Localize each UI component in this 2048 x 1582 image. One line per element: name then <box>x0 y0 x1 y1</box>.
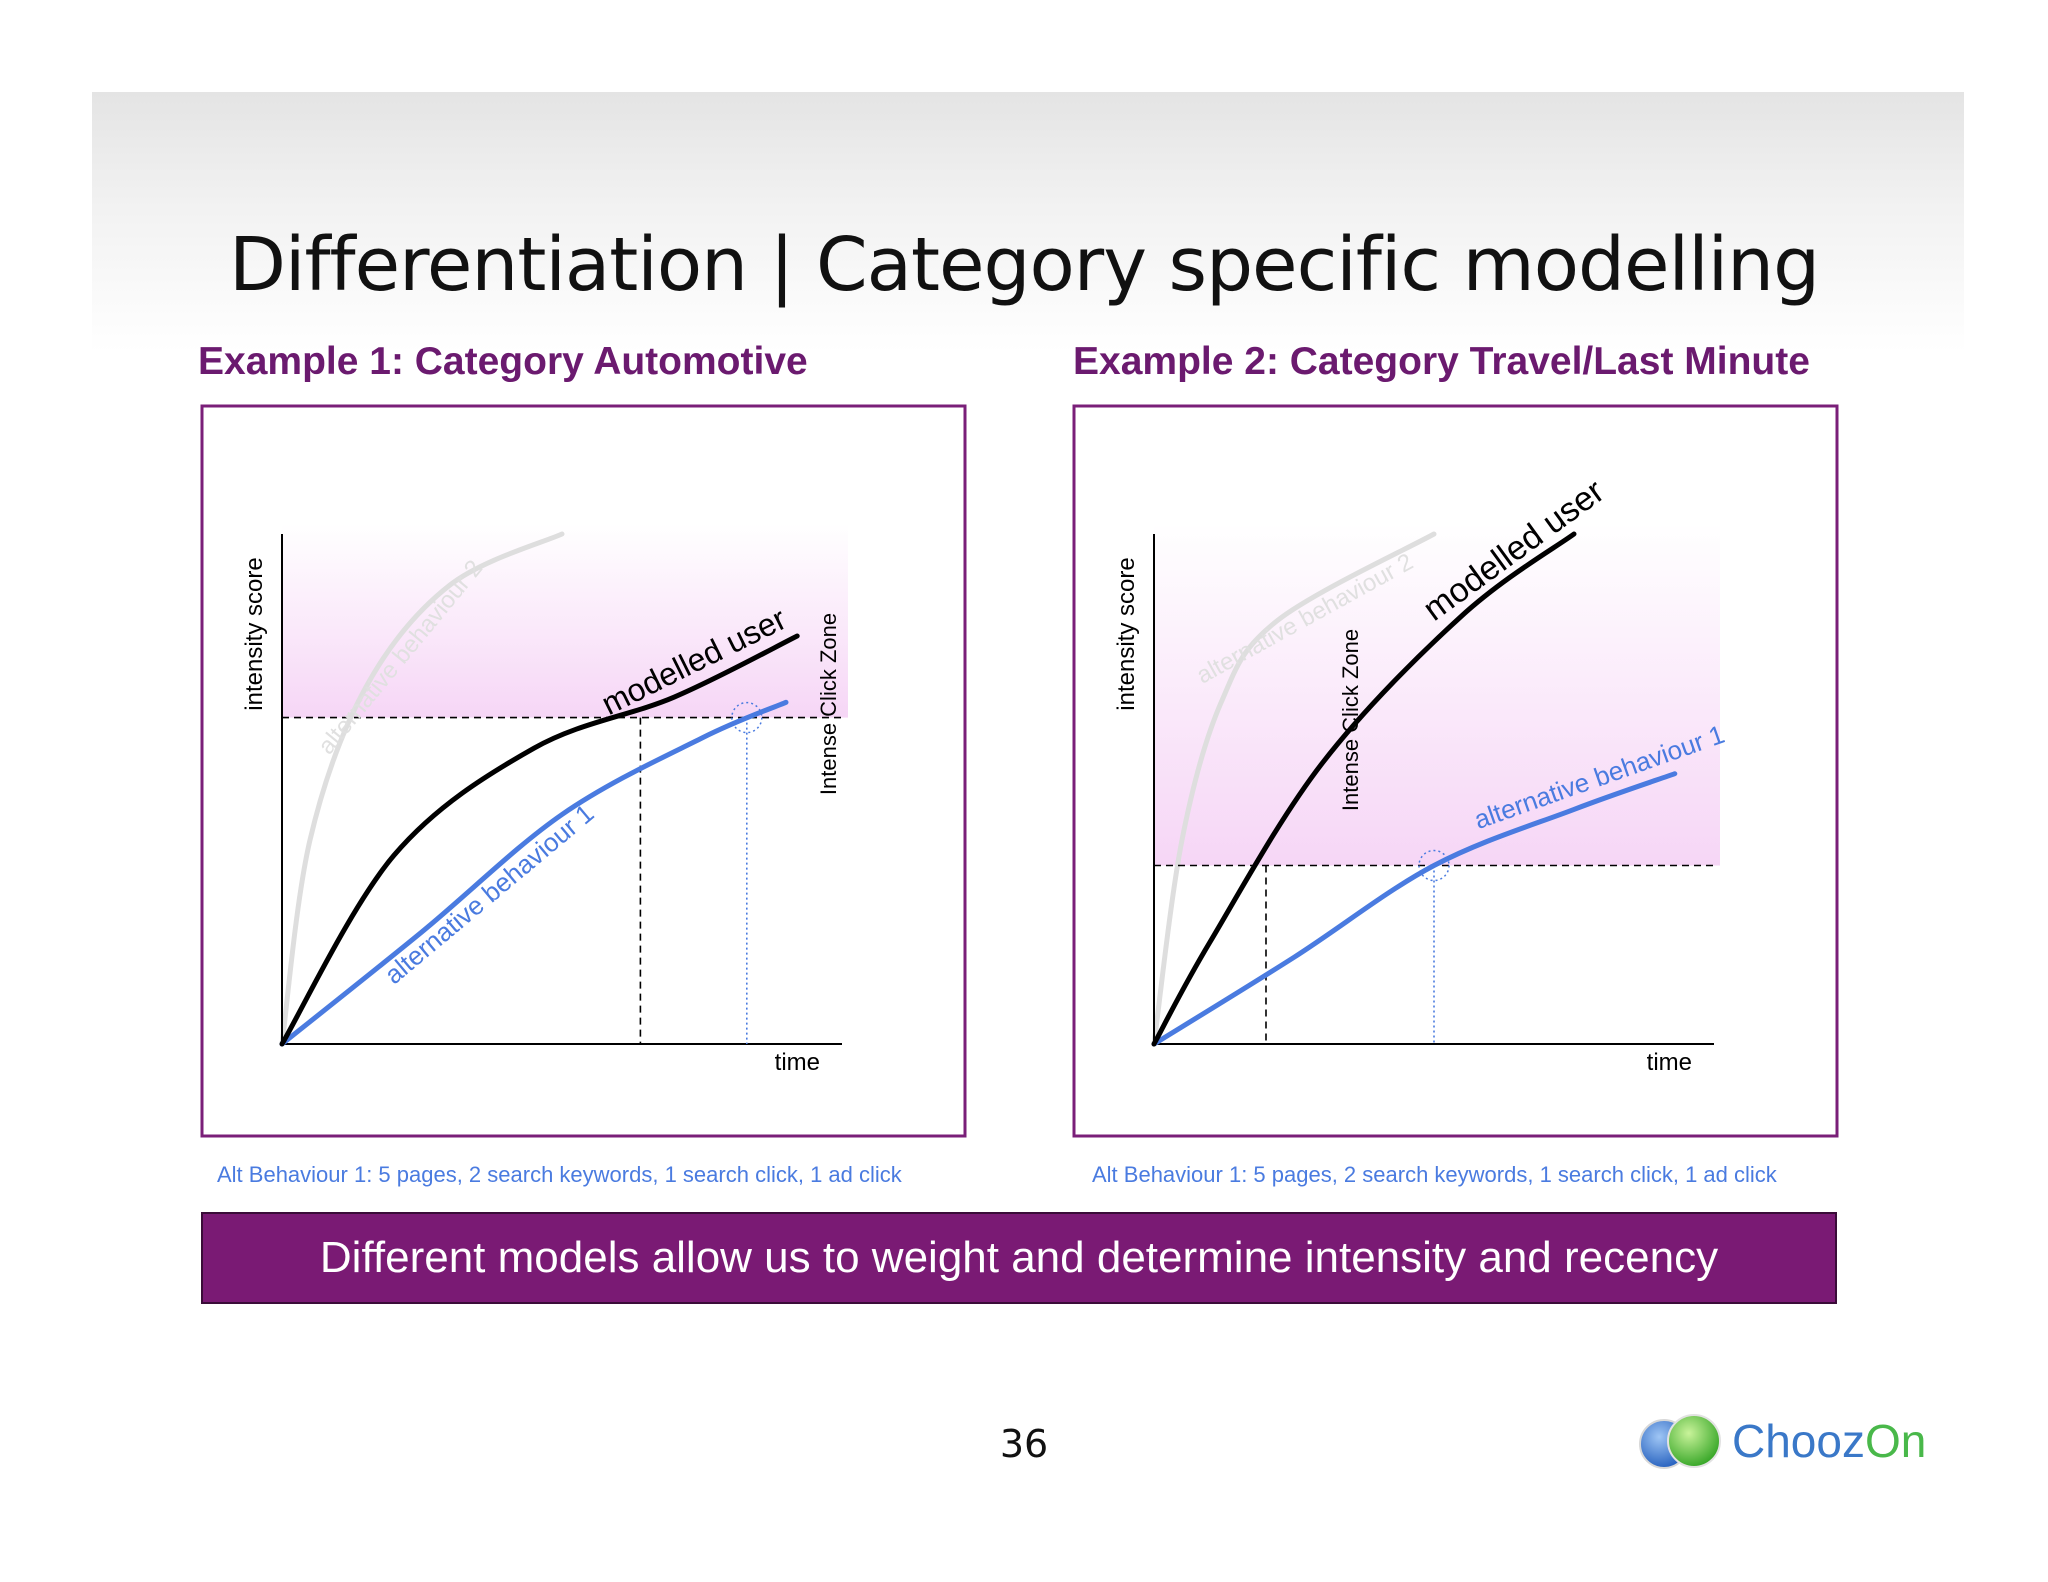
example-2-heading: Example 2: Category Travel/Last Minute <box>1073 340 1810 383</box>
x-axis-label: time <box>775 1049 820 1076</box>
slide-title: Differentiation | Category specific mode… <box>228 222 1820 308</box>
x-axis-label: time <box>1647 1049 1692 1076</box>
logo-text-accent: On <box>1864 1415 1927 1467</box>
conclusion-banner: Different models allow us to weight and … <box>201 1212 1837 1304</box>
crossing-marker <box>1418 849 1450 882</box>
alt-behaviour-2-line <box>279 531 565 1047</box>
example-1-caption: Alt Behaviour 1: 5 pages, 2 search keywo… <box>217 1162 902 1187</box>
header-band <box>92 92 1964 352</box>
alt-behaviour-1-line <box>279 699 789 1047</box>
y-axis-label: intensity score <box>241 557 268 710</box>
chart-frame <box>200 404 967 1138</box>
intense-click-zone <box>1154 524 1720 866</box>
zone-label: Intense Click Zone <box>1338 629 1363 811</box>
modelled-user-line <box>279 633 800 1047</box>
logo-text-main: Chooz <box>1732 1415 1865 1467</box>
modelled-user-line <box>1151 531 1577 1047</box>
example-1-heading: Example 1: Category Automotive <box>198 340 808 383</box>
choozon-logo: ChoozOn <box>1636 1408 1936 1474</box>
example-2-caption: Alt Behaviour 1: 5 pages, 2 search keywo… <box>1092 1162 1777 1187</box>
alt-behaviour-1-line <box>1151 771 1678 1047</box>
zone-label: Intense Click Zone <box>816 613 841 795</box>
logo-spheres-icon <box>1639 1414 1721 1469</box>
alt-behaviour-2-line <box>1151 531 1437 1047</box>
intense-click-zone <box>282 524 848 718</box>
page-number: 36 <box>999 1422 1049 1466</box>
logo-wordmark: ChoozOn <box>1732 1414 1926 1468</box>
y-axis-label: intensity score <box>1113 557 1140 710</box>
